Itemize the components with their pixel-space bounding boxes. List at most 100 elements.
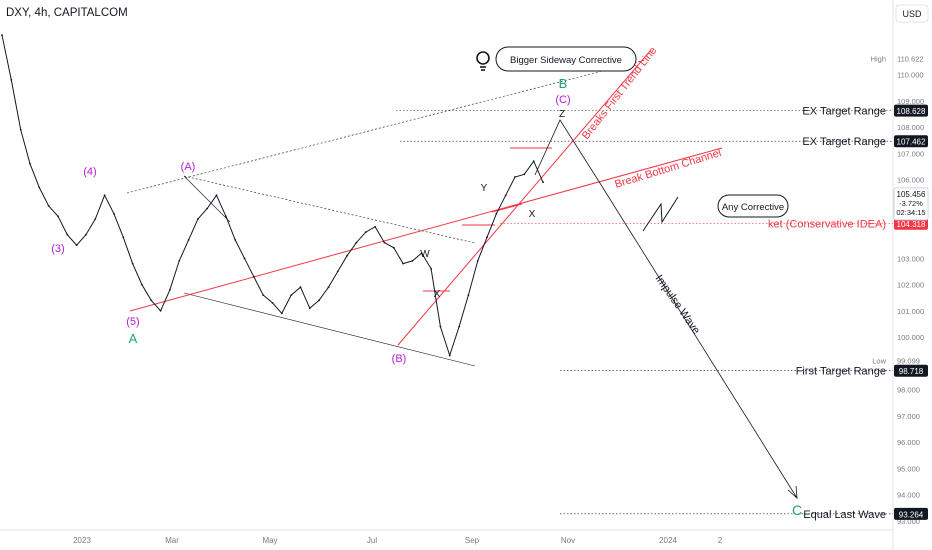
y-tick-label-8: 101.000 xyxy=(897,307,924,316)
price-tag-bg-93-264 xyxy=(894,507,928,520)
break-marker xyxy=(491,203,523,213)
breaks-first-trend-line xyxy=(397,49,652,346)
extreme-value-99-099: 99.099 xyxy=(897,357,920,366)
price-point-32 xyxy=(299,286,302,289)
wave-label-c: (C) xyxy=(555,94,570,106)
currency-button[interactable] xyxy=(895,4,929,23)
price-point-22 xyxy=(206,207,209,210)
wave-label-b: (B) xyxy=(392,353,407,365)
price-point-0 xyxy=(1,34,3,37)
y-tick-label-0: 110.000 xyxy=(897,71,924,80)
price-point-45 xyxy=(420,252,423,255)
ref-line-label-104-318: ket (Conservative IDEA) xyxy=(768,219,886,231)
current-price-value: 105.456 xyxy=(897,190,926,199)
y-tick-label-14: 94.000 xyxy=(897,491,920,500)
wave-label-5: (5) xyxy=(126,316,139,328)
chart-title: DXY, 4h, CAPITALCOM xyxy=(6,7,128,19)
projection-z-leg xyxy=(534,119,599,181)
wave-label-3: (3) xyxy=(51,243,64,255)
bigger-sideway-box xyxy=(495,46,637,72)
price-point-1 xyxy=(10,79,13,81)
price-point-26 xyxy=(243,257,246,260)
y-tick-label-6: 103.000 xyxy=(897,254,924,263)
current-price-tag: 105.456-3.72%02:34:15 xyxy=(893,187,929,221)
y-tick-label-11: 97.000 xyxy=(897,412,920,421)
price-point-29 xyxy=(271,302,274,304)
price-tag-107-462: 107.462 xyxy=(897,138,926,147)
wave-label-y: Y xyxy=(481,183,488,194)
reference-lines: EX Target Range EX Target Range ket (Conse… xyxy=(396,106,893,521)
price-point-42 xyxy=(392,246,395,249)
wave-label-w: W xyxy=(420,249,430,260)
price-point-18 xyxy=(169,288,171,291)
price-point-25 xyxy=(234,239,237,241)
price-point-52 xyxy=(486,236,488,239)
price-tag-98-718: 98.718 xyxy=(899,367,924,376)
price-point-38 xyxy=(355,241,358,244)
wave-label-a: (A) xyxy=(181,161,196,173)
price-point-28 xyxy=(262,294,265,296)
x-tick-label-1: Mar xyxy=(165,536,179,545)
price-point-37 xyxy=(346,254,348,257)
extreme-value-110-622: 110.622 xyxy=(897,54,924,63)
y-tick-label-13: 95.000 xyxy=(897,464,920,473)
price-point-19 xyxy=(178,260,181,262)
ref-line-label-108-628: EX Target Range xyxy=(802,106,886,118)
price-point-17 xyxy=(159,309,162,312)
price-point-39 xyxy=(364,231,367,234)
price-point-43 xyxy=(402,262,404,265)
x-tick-label-2: May xyxy=(262,536,277,545)
channel-bottom-line xyxy=(183,292,476,367)
price-point-11 xyxy=(103,194,106,197)
price-point-41 xyxy=(383,241,386,244)
wave-label-x-mid: X xyxy=(529,209,536,220)
impulse-wave-projection xyxy=(597,179,798,499)
price-series-points xyxy=(1,34,544,357)
wave-label-big-a: A xyxy=(129,331,138,346)
currency-label: USD xyxy=(902,9,922,19)
current-price-change: -3.72% xyxy=(899,199,923,208)
bigger-sideway-label: Bigger Sideway Corrective xyxy=(510,55,622,66)
price-point-33 xyxy=(308,307,311,310)
price-tag-93-264: 93.264 xyxy=(899,510,924,519)
price-point-47 xyxy=(439,325,442,328)
x-tick-label-7: 2 xyxy=(718,536,723,545)
price-point-44 xyxy=(411,260,414,262)
drawn-lines xyxy=(126,49,798,499)
price-point-9 xyxy=(85,233,87,236)
x-tick-label-3: Jul xyxy=(367,536,377,545)
wave-a-diagonal xyxy=(183,175,231,223)
price-point-21 xyxy=(197,218,199,220)
any-corrective-zigzag xyxy=(642,196,679,232)
lightbulb-icon xyxy=(476,51,490,71)
price-point-6 xyxy=(57,215,59,218)
price-point-34 xyxy=(318,299,320,302)
wave-labels: (3) (4) (5) A (A) (B) (C) B C W X Y Z X xyxy=(51,76,802,518)
any-corrective-label: Any Corrective xyxy=(722,202,784,213)
price-point-54 xyxy=(504,194,507,197)
wave-label-big-c: C xyxy=(792,502,802,518)
wave-label-4: (4) xyxy=(83,166,96,178)
price-point-57 xyxy=(532,160,535,163)
price-point-2 xyxy=(19,128,22,131)
price-point-53 xyxy=(495,212,498,215)
price-point-4 xyxy=(38,186,41,189)
wave-label-big-b: B xyxy=(559,76,568,91)
price-point-13 xyxy=(122,236,125,239)
price-axis-ticks: 110.000109.000108.000107.000106.000105.0… xyxy=(897,71,924,526)
ref-line-label-98-718: First Target Range xyxy=(796,366,886,378)
price-point-58 xyxy=(542,181,544,184)
y-tick-label-10: 98.000 xyxy=(897,386,920,395)
upper-triangle-line xyxy=(126,59,646,194)
y-tick-label-2: 108.000 xyxy=(897,123,924,132)
price-point-7 xyxy=(66,233,69,236)
price-point-15 xyxy=(141,283,143,286)
price-point-40 xyxy=(374,225,376,228)
price-point-3 xyxy=(29,162,31,165)
break-bottom-channel-line xyxy=(129,147,723,312)
price-point-31 xyxy=(290,294,293,296)
y-tick-label-4: 106.000 xyxy=(897,176,924,185)
x-tick-label-6: 2024 xyxy=(659,536,677,545)
extreme-label-99-099: Low xyxy=(872,357,886,366)
